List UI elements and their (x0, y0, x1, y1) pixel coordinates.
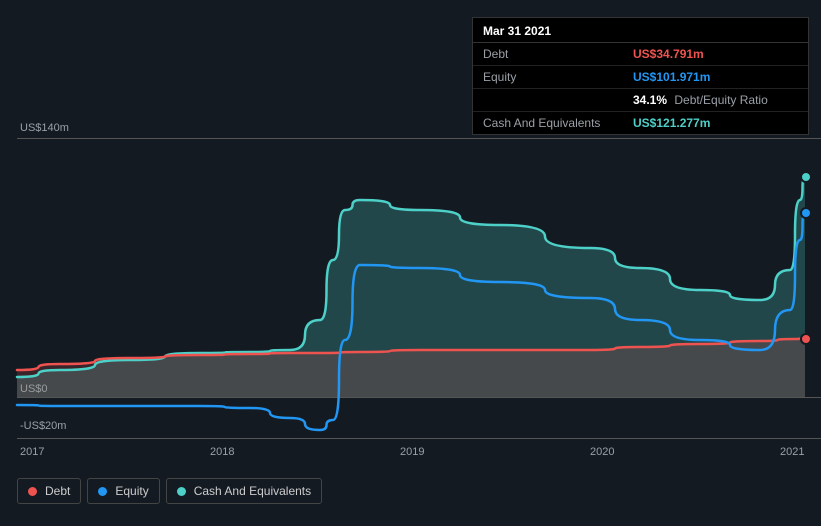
legend-item-debt[interactable]: Debt (17, 478, 81, 504)
tooltip-row-value-3: US$121.277m (633, 116, 710, 130)
end-marker-2 (800, 333, 812, 345)
legend-label-cash: Cash And Equivalents (194, 484, 311, 498)
tooltip-row-label-2 (483, 93, 633, 107)
tooltip-row-0: DebtUS$34.791m (473, 43, 808, 66)
tooltip-row-2: 34.1% Debt/Equity Ratio (473, 89, 808, 112)
debt-equity-chart: US$140m US$0 -US$20m 2017 2018 2019 2020… (0, 0, 821, 526)
tooltip-date: Mar 31 2021 (473, 18, 808, 43)
tooltip-panel: Mar 31 2021 DebtUS$34.791mEquityUS$101.9… (472, 17, 809, 135)
tooltip-row-label-3: Cash And Equivalents (483, 116, 633, 130)
legend-dot-debt (28, 487, 37, 496)
tooltip-row-value-1: US$101.971m (633, 70, 710, 84)
legend-dot-cash (177, 487, 186, 496)
legend-item-cash[interactable]: Cash And Equivalents (166, 478, 322, 504)
legend-label-equity: Equity (115, 484, 148, 498)
tooltip-row-3: Cash And EquivalentsUS$121.277m (473, 112, 808, 134)
tooltip-row-value-0: US$34.791m (633, 47, 704, 61)
legend: Debt Equity Cash And Equivalents (17, 478, 322, 504)
tooltip-row-note-2: Debt/Equity Ratio (671, 93, 768, 107)
end-marker-1 (800, 207, 812, 219)
tooltip-row-1: EquityUS$101.971m (473, 66, 808, 89)
tooltip-row-label-1: Equity (483, 70, 633, 84)
legend-item-equity[interactable]: Equity (87, 478, 159, 504)
tooltip-row-label-0: Debt (483, 47, 633, 61)
legend-label-debt: Debt (45, 484, 70, 498)
tooltip-row-value-2: 34.1% Debt/Equity Ratio (633, 93, 768, 107)
end-marker-0 (800, 171, 812, 183)
legend-dot-equity (98, 487, 107, 496)
